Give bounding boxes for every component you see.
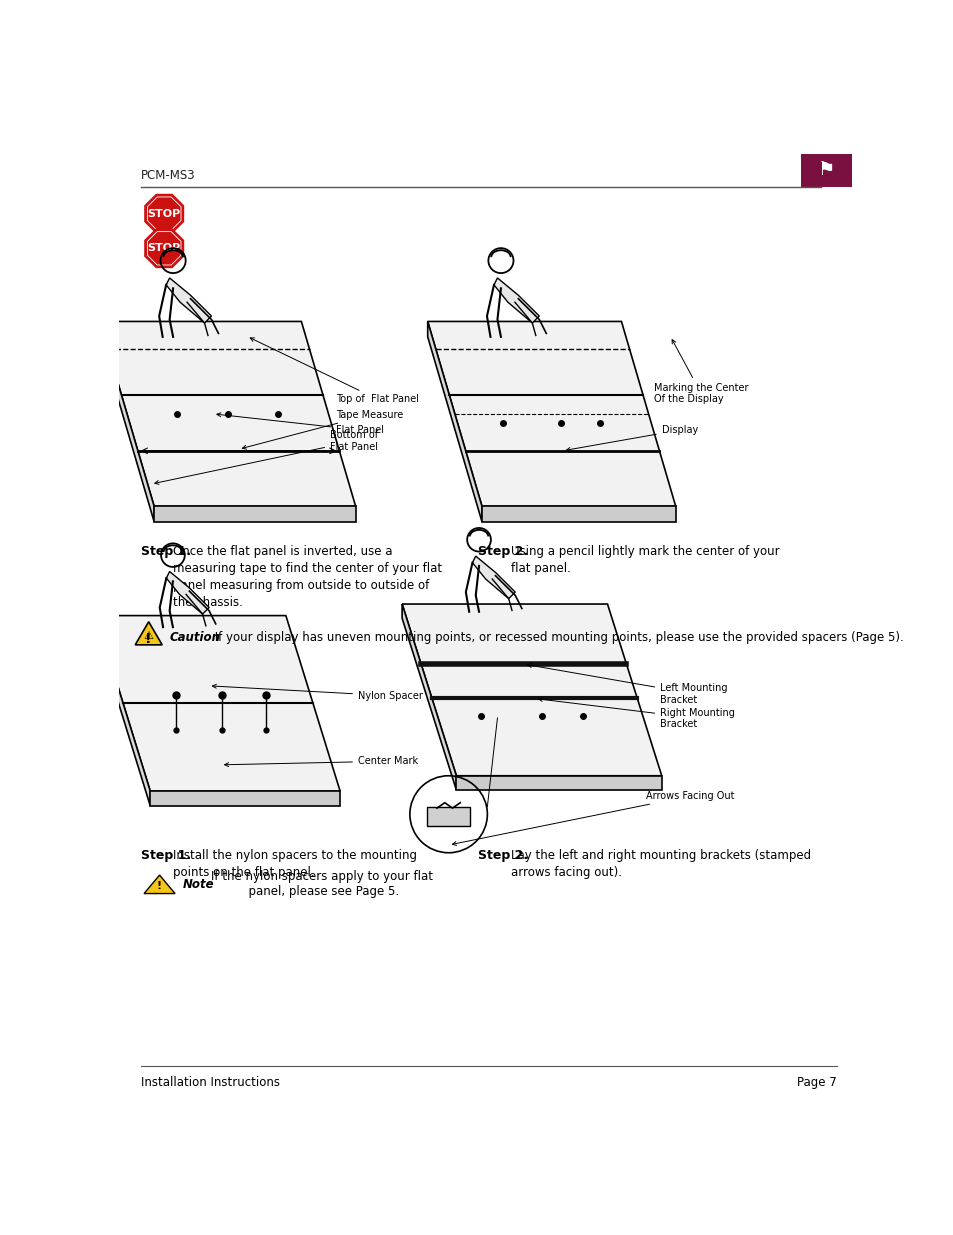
Polygon shape [166, 572, 209, 614]
Text: Marking the Center
Of the Display: Marking the Center Of the Display [654, 340, 748, 404]
Text: Installation Instructions: Installation Instructions [141, 1076, 279, 1089]
Text: Step 2.: Step 2. [477, 848, 528, 862]
Polygon shape [472, 556, 515, 599]
Text: STOP: STOP [148, 243, 181, 253]
Polygon shape [96, 615, 150, 805]
Text: Caution: Caution [170, 631, 220, 643]
Polygon shape [135, 621, 162, 645]
Text: Lay the left and right mounting brackets (stamped
arrows facing out).: Lay the left and right mounting brackets… [510, 848, 810, 879]
Text: Bottom of
Flat Panel: Bottom of Flat Panel [154, 431, 377, 484]
Polygon shape [427, 321, 675, 506]
Text: Once the flat panel is inverted, use a
measuring tape to find the center of your: Once the flat panel is inverted, use a m… [173, 545, 442, 609]
Polygon shape [166, 278, 212, 324]
Text: Step 1.: Step 1. [141, 545, 191, 558]
Text: Using a pencil lightly mark the center of your
flat panel.: Using a pencil lightly mark the center o… [510, 545, 779, 574]
Text: Display: Display [566, 425, 698, 451]
Polygon shape [146, 195, 183, 232]
Text: Right Mounting
Bracket: Right Mounting Bracket [537, 698, 735, 729]
Text: If your display has uneven mounting points, or recessed mounting points, please : If your display has uneven mounting poin… [211, 631, 902, 643]
Polygon shape [456, 776, 661, 790]
Text: If the nylon spacers apply to your flat
          panel, please see Page 5.: If the nylon spacers apply to your flat … [211, 871, 433, 898]
FancyBboxPatch shape [427, 806, 470, 826]
Polygon shape [148, 232, 180, 264]
Polygon shape [427, 321, 481, 521]
Text: ⚠: ⚠ [144, 631, 153, 641]
Text: Left Mounting
Bracket: Left Mounting Bracket [527, 663, 727, 705]
Polygon shape [402, 604, 456, 790]
Polygon shape [402, 604, 661, 776]
Polygon shape [100, 321, 154, 521]
Polygon shape [481, 506, 675, 521]
FancyBboxPatch shape [801, 154, 851, 186]
Text: Arrows Facing Out: Arrows Facing Out [452, 790, 734, 846]
Text: Tape Measure: Tape Measure [242, 410, 403, 450]
Text: Flat Panel: Flat Panel [216, 412, 384, 435]
Polygon shape [100, 321, 355, 506]
Text: Top of  Flat Panel: Top of Flat Panel [250, 338, 418, 404]
Polygon shape [494, 278, 538, 324]
Text: Page 7: Page 7 [797, 1076, 836, 1089]
Text: !: ! [157, 881, 162, 890]
Polygon shape [154, 506, 355, 521]
Polygon shape [96, 615, 340, 792]
Text: Center Mark: Center Mark [224, 756, 417, 767]
Text: Step 2.: Step 2. [477, 545, 528, 558]
Text: ⚑: ⚑ [817, 161, 834, 180]
Text: Note: Note [183, 878, 214, 890]
Polygon shape [144, 876, 174, 894]
Polygon shape [150, 792, 340, 805]
Text: Step 1.: Step 1. [141, 848, 191, 862]
Text: STOP: STOP [148, 209, 181, 219]
Text: PCM-MS3: PCM-MS3 [141, 169, 195, 183]
Text: !: ! [145, 631, 152, 646]
Polygon shape [148, 198, 180, 230]
Text: Nylon Spacer: Nylon Spacer [213, 684, 422, 700]
Text: Install the nylon spacers to the mounting
points on the flat panel.: Install the nylon spacers to the mountin… [173, 848, 417, 879]
Polygon shape [146, 230, 183, 267]
